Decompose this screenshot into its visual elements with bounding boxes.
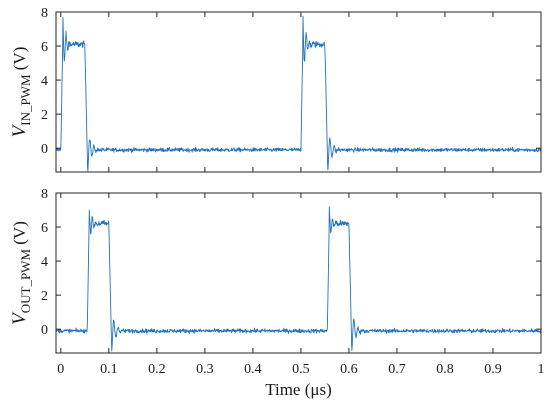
x-tick-label: 0.7 [388,362,406,377]
y-tick-label: 0 [41,323,48,338]
x-tick-label: 0.2 [148,362,166,377]
y-axis-label: VOUT_PWM (V) [9,221,33,325]
x-tick-label: 0.1 [100,362,118,377]
y-tick-label: 2 [41,289,48,304]
waveform-trace-0-0 [56,15,541,172]
x-tick-label: 0 [57,362,64,377]
plot-frame [55,192,542,354]
y-tick-label: 8 [41,6,48,21]
y-tick-label: 8 [41,187,48,202]
y-tick-label: 0 [41,142,48,157]
x-tick-label: 0.5 [292,362,310,377]
x-axis-label: Time (μs) [265,380,332,399]
y-tick-label: 6 [41,221,48,236]
x-tick-label: 0.8 [436,362,454,377]
x-tick-label: 0.4 [244,362,262,377]
y-axis-label: VIN_PWM (V) [9,47,33,138]
input-pwm-panel: 0 2 4 6 8 VIN_PWM (V) [9,6,542,173]
y-tick-label: 4 [41,255,48,270]
y-tick-label: 2 [41,108,48,123]
x-tick-label: 0.6 [340,362,358,377]
plot-frame [55,11,542,173]
output-pwm-panel: 0 2 4 6 8 0 0.1 0.2 0.3 0.4 0.5 0.6 0.7 0.8 0.9 1 VOUT_P… [9,187,545,399]
y-tick-label: 6 [41,40,48,55]
x-tick-label: 0.3 [196,362,214,377]
waveform-trace-1-0 [56,206,541,352]
x-tick-label: 0.9 [484,362,502,377]
x-tick-label: 1 [538,362,545,377]
y-tick-label: 4 [41,74,48,89]
